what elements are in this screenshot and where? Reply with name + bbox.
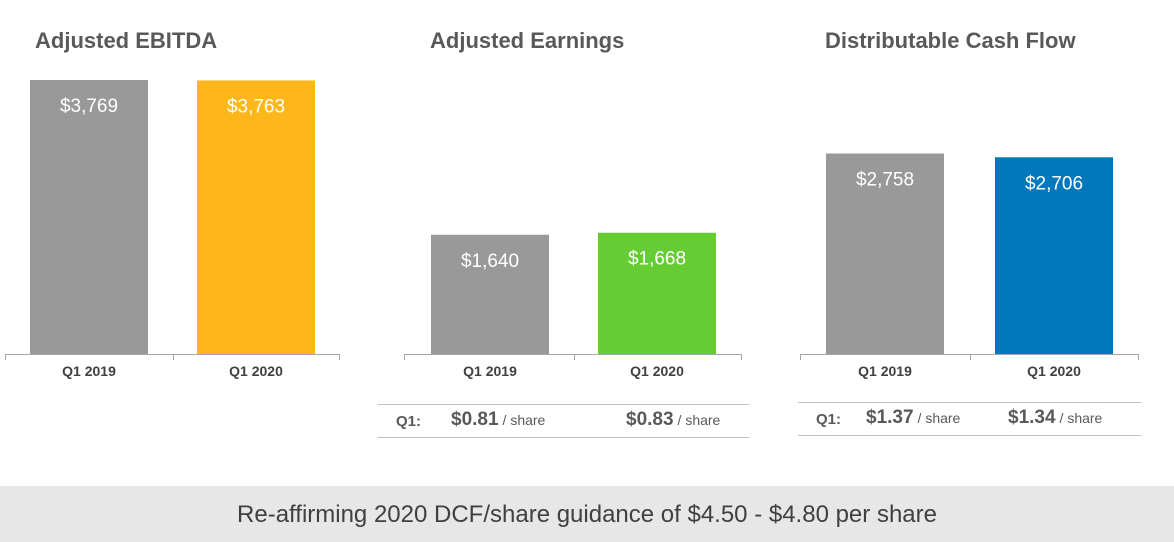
ebitda-category-label: Q1 2020 — [229, 363, 283, 379]
earnings-category-label: Q1 2019 — [463, 363, 517, 379]
earnings-eps-value: $0.83 — [626, 409, 674, 430]
dcf-per-share-value: $1.37 — [866, 407, 914, 428]
dcf-per-share-q1-2019: $1.37/ share — [866, 407, 960, 429]
earnings-chart-title: Adjusted Earnings — [430, 28, 625, 53]
dcf-category-label: Q1 2020 — [1027, 363, 1081, 379]
earnings-q1-label: Q1: — [396, 413, 422, 430]
guidance-text: Re-affirming 2020 DCF/share guidance of … — [237, 501, 937, 528]
ebitda-category-label: Q1 2019 — [62, 363, 116, 379]
earnings-eps-unit: / share — [677, 412, 721, 428]
bar-charts: $3,769 Q1 2019 $3,763 Q1 2020 $1,640 Q1 2019 $… — [5, 80, 1139, 379]
earnings-eps-unit: / share — [502, 412, 546, 428]
earnings-bar-value-label: $1,640 — [461, 251, 519, 272]
guidance-banner: Re-affirming 2020 DCF/share guidance of … — [0, 486, 1174, 542]
earnings-eps-value: $0.81 — [451, 409, 499, 430]
dcf-per-share-row: Q1: $1.37/ share $1.34/ share — [798, 402, 1141, 436]
earnings-bar-1 — [598, 232, 716, 354]
dcf-bar-value-label: $2,706 — [1025, 173, 1083, 194]
earnings-eps-q1-2020: $0.83/ share — [626, 409, 720, 431]
dcf-q1-label: Q1: — [816, 411, 842, 428]
earnings-per-share-row: Q1: $0.81/ share $0.83/ share — [378, 404, 749, 438]
ebitda-bar-value-label: $3,763 — [227, 96, 285, 117]
dcf-category-label: Q1 2019 — [858, 363, 912, 379]
earnings-category-label: Q1 2020 — [630, 363, 684, 379]
earnings-bar-0 — [431, 234, 549, 354]
ebitda-bar-1 — [197, 80, 315, 354]
earnings-eps-q1-2019: $0.81/ share — [451, 409, 545, 431]
earnings-bar-value-label: $1,668 — [628, 249, 686, 270]
dcf-per-share-q1-2020: $1.34/ share — [1008, 407, 1102, 429]
dcf-chart-title: Distributable Cash Flow — [825, 28, 1076, 53]
ebitda-bar-0 — [30, 80, 148, 354]
dcf-bar-value-label: $2,758 — [856, 169, 914, 190]
dcf-bar-0 — [826, 153, 944, 354]
ebitda-bar-value-label: $3,769 — [60, 96, 118, 117]
dcf-per-share-unit: / share — [1059, 410, 1103, 426]
ebitda-chart-title: Adjusted EBITDA — [35, 28, 218, 53]
dcf-per-share-value: $1.34 — [1008, 407, 1056, 428]
dcf-per-share-unit: / share — [917, 410, 961, 426]
dcf-bar-1 — [995, 157, 1113, 354]
